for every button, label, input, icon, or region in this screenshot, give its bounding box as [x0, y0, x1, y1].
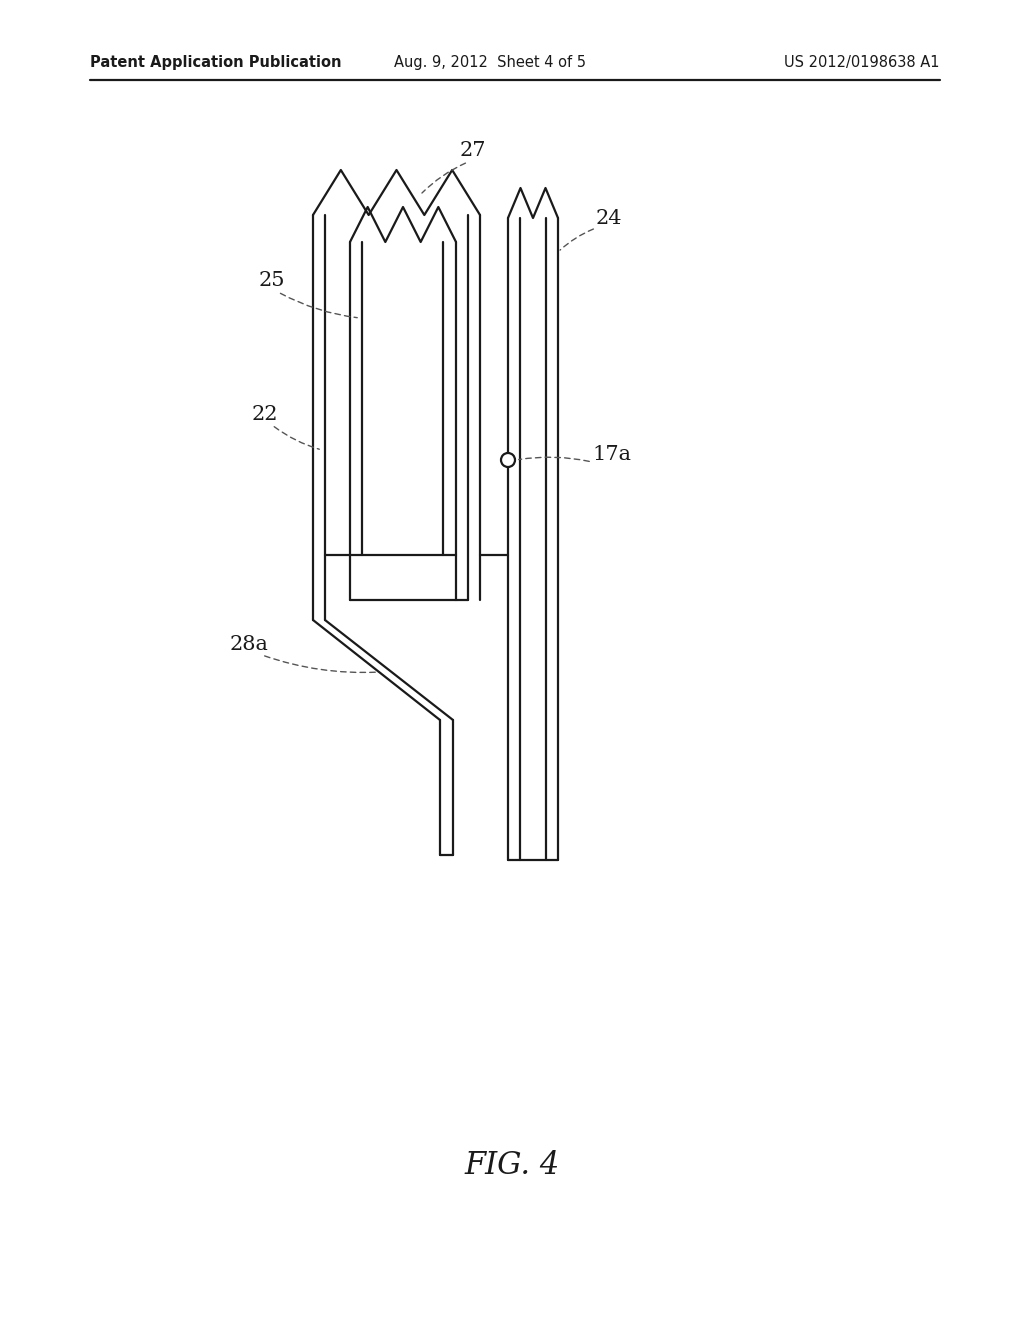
Text: Aug. 9, 2012  Sheet 4 of 5: Aug. 9, 2012 Sheet 4 of 5 — [394, 54, 586, 70]
Text: US 2012/0198638 A1: US 2012/0198638 A1 — [784, 54, 940, 70]
Circle shape — [501, 453, 515, 467]
Text: 25: 25 — [258, 271, 285, 289]
Text: 22: 22 — [252, 405, 278, 425]
Text: 27: 27 — [460, 140, 486, 160]
Text: 24: 24 — [596, 209, 623, 227]
Text: FIG. 4: FIG. 4 — [464, 1150, 560, 1180]
Text: 28a: 28a — [229, 635, 268, 655]
Text: Patent Application Publication: Patent Application Publication — [90, 54, 341, 70]
Text: 17a: 17a — [592, 446, 631, 465]
